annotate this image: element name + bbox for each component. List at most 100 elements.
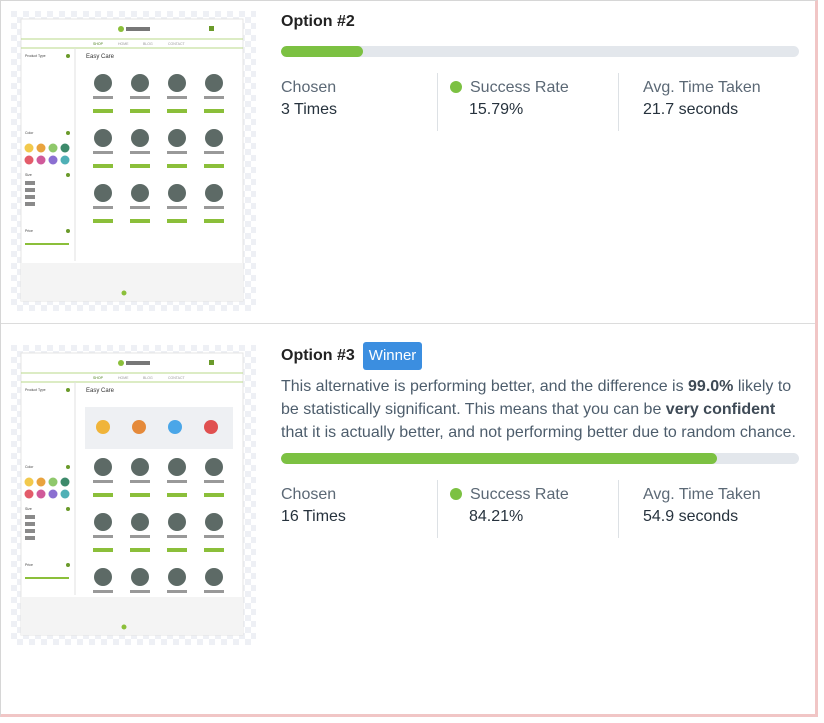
checker xyxy=(251,561,256,567)
stat-divider xyxy=(618,73,619,131)
checker xyxy=(17,555,23,561)
checker xyxy=(137,639,143,645)
checker xyxy=(17,459,23,465)
product-image xyxy=(94,74,112,92)
checker xyxy=(17,399,23,405)
checker xyxy=(11,465,17,471)
filter-label: Price xyxy=(25,563,33,567)
checker xyxy=(251,453,256,459)
checker xyxy=(203,11,209,17)
checker xyxy=(11,597,17,603)
page-thumbnail: SHOP HOME BLOG CONTACT Easy Care Product Type… xyxy=(11,345,256,645)
checker xyxy=(239,11,245,17)
checker xyxy=(251,143,256,149)
progress-fill xyxy=(281,46,363,57)
checker xyxy=(245,495,251,501)
logo-text xyxy=(126,361,150,365)
checker xyxy=(245,17,251,23)
stat-chosen: Chosen 3 Times xyxy=(281,77,437,127)
checker xyxy=(95,299,101,305)
add-button xyxy=(204,493,224,497)
product-name xyxy=(167,480,187,483)
checker xyxy=(251,263,256,269)
checker xyxy=(245,77,251,83)
checker xyxy=(17,603,23,609)
checker xyxy=(77,305,83,311)
checker xyxy=(245,185,251,191)
banner-icon xyxy=(204,420,218,434)
checker xyxy=(251,537,256,543)
product-image xyxy=(205,513,223,531)
stat-divider xyxy=(618,480,619,538)
checker xyxy=(11,155,17,161)
product-name xyxy=(204,590,224,593)
checker xyxy=(65,639,71,645)
checker xyxy=(107,299,113,305)
nav-item: HOME xyxy=(118,42,129,46)
filter-label: Size xyxy=(25,507,32,511)
stat-value: 21.7 seconds xyxy=(643,101,739,118)
checker xyxy=(11,275,17,281)
product-image xyxy=(94,458,112,476)
checker xyxy=(23,11,29,17)
product-image xyxy=(168,458,186,476)
checker xyxy=(245,257,251,263)
checker xyxy=(89,639,95,645)
checker xyxy=(11,345,17,351)
checker xyxy=(245,351,251,357)
checker xyxy=(251,357,256,363)
product-image xyxy=(94,568,112,586)
checker xyxy=(197,639,203,645)
checker xyxy=(251,585,256,591)
checker xyxy=(167,299,173,305)
swatch xyxy=(36,155,46,165)
checker xyxy=(251,597,256,603)
checker xyxy=(251,621,256,627)
checker xyxy=(155,633,161,639)
checker xyxy=(47,299,53,305)
checker xyxy=(119,633,125,639)
checker xyxy=(11,287,17,293)
description: This alternative is performing better, a… xyxy=(281,375,799,444)
checker xyxy=(251,381,256,387)
checker xyxy=(17,375,23,381)
checker xyxy=(119,11,125,17)
checker xyxy=(59,633,65,639)
checker xyxy=(245,519,251,525)
checker xyxy=(59,345,65,351)
checker xyxy=(11,585,17,591)
checker xyxy=(17,363,23,369)
add-button xyxy=(93,548,113,552)
checker xyxy=(17,65,23,71)
size-chip xyxy=(25,515,35,519)
checker xyxy=(251,251,256,257)
checker xyxy=(11,83,17,89)
checker xyxy=(11,513,17,519)
swatch xyxy=(60,489,70,499)
checker xyxy=(137,305,143,311)
checker xyxy=(17,411,23,417)
checker xyxy=(17,137,23,143)
add-button xyxy=(130,493,150,497)
option-header: Option #3 Winner xyxy=(281,342,799,370)
add-button xyxy=(167,493,187,497)
checker xyxy=(101,639,107,645)
product-name xyxy=(93,151,113,154)
product-name xyxy=(204,151,224,154)
checker xyxy=(17,269,23,275)
checker xyxy=(77,639,83,645)
checker xyxy=(17,531,23,537)
checker xyxy=(221,305,227,311)
nav-item: HOME xyxy=(118,376,129,380)
add-button xyxy=(204,219,224,223)
checker xyxy=(17,423,23,429)
checker xyxy=(11,369,17,375)
checker xyxy=(107,633,113,639)
stats-row: Chosen 16 Times Success Rate 84.21% Avg. Tim… xyxy=(281,480,799,538)
checker xyxy=(11,609,17,615)
stat-time: Avg. Time Taken 21.7 seconds xyxy=(619,77,761,127)
checker xyxy=(11,179,17,185)
checker xyxy=(245,471,251,477)
checker xyxy=(47,11,53,17)
checker xyxy=(251,287,256,293)
